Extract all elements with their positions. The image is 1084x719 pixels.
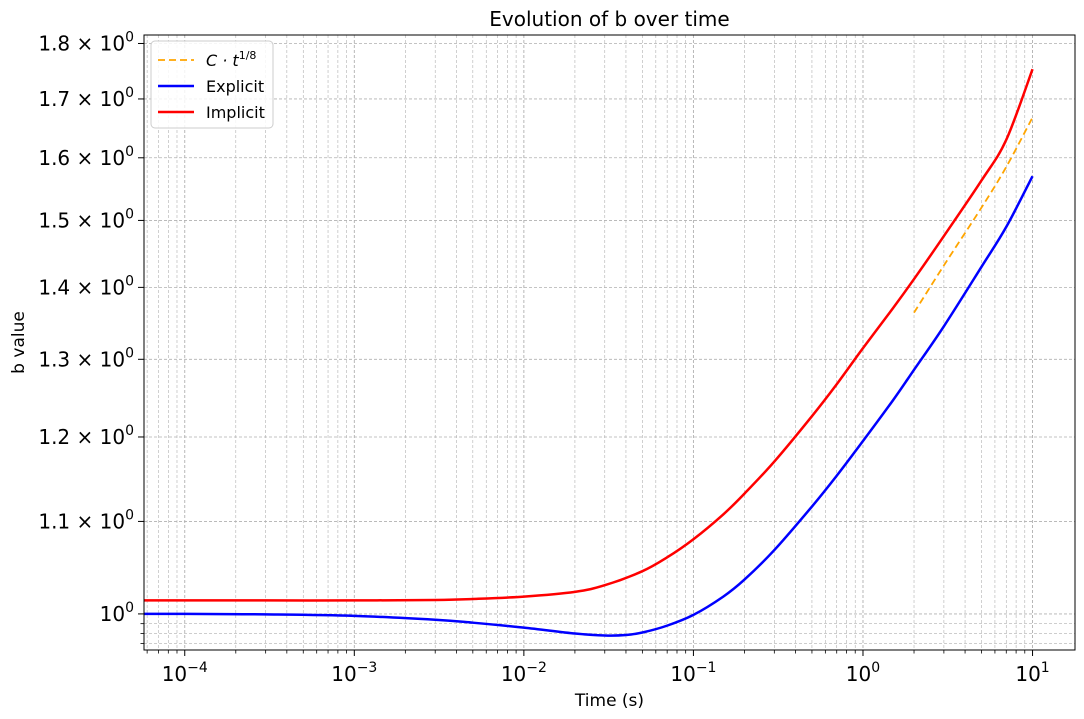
y-axis-title: b value (9, 311, 29, 374)
legend-box (150, 40, 274, 129)
chart-title: Evolution of b over time (489, 7, 729, 31)
x-tick-label: 10−3 (331, 660, 377, 686)
x-tick-label: 101 (1015, 660, 1049, 686)
y-tick-label: 1.6 × 100 (38, 144, 134, 170)
y-tick-label: 1.3 × 100 (38, 345, 134, 371)
grid (144, 35, 1075, 650)
x-tick-label: 10−2 (501, 660, 547, 686)
axis-ticks: 10−4 10−3 10−2 10−1 100 101 100 1.1 × 100 1.2 × … (38, 29, 1049, 686)
y-tick-label: 100 (100, 600, 134, 626)
plot-frame (143, 34, 1076, 651)
series-line-implicit (143, 68, 1034, 602)
y-tick-label: 1.2 × 100 (38, 423, 134, 449)
legend: C · t1/8 Explicit Implicit (150, 40, 274, 129)
y-tick-label: 1.5 × 100 (38, 206, 134, 232)
legend-label: Explicit (206, 77, 264, 96)
series-line-c-t-1-8 (913, 116, 1034, 314)
y-tick-label: 1.8 × 100 (38, 29, 134, 55)
y-tick-label: 1.4 × 100 (38, 273, 134, 299)
x-tick-label: 10−4 (162, 660, 208, 686)
legend-label: C · t1/8 (206, 49, 256, 70)
x-axis-title: Time (s) (574, 691, 644, 711)
x-tick-label: 100 (846, 660, 880, 686)
y-tick-label: 1.1 × 100 (38, 507, 134, 533)
series-line-explicit (143, 175, 1034, 637)
y-tick-label: 1.7 × 100 (38, 85, 134, 111)
legend-label: Implicit (206, 103, 265, 122)
series-lines (143, 68, 1034, 637)
x-tick-label: 10−1 (670, 660, 716, 686)
